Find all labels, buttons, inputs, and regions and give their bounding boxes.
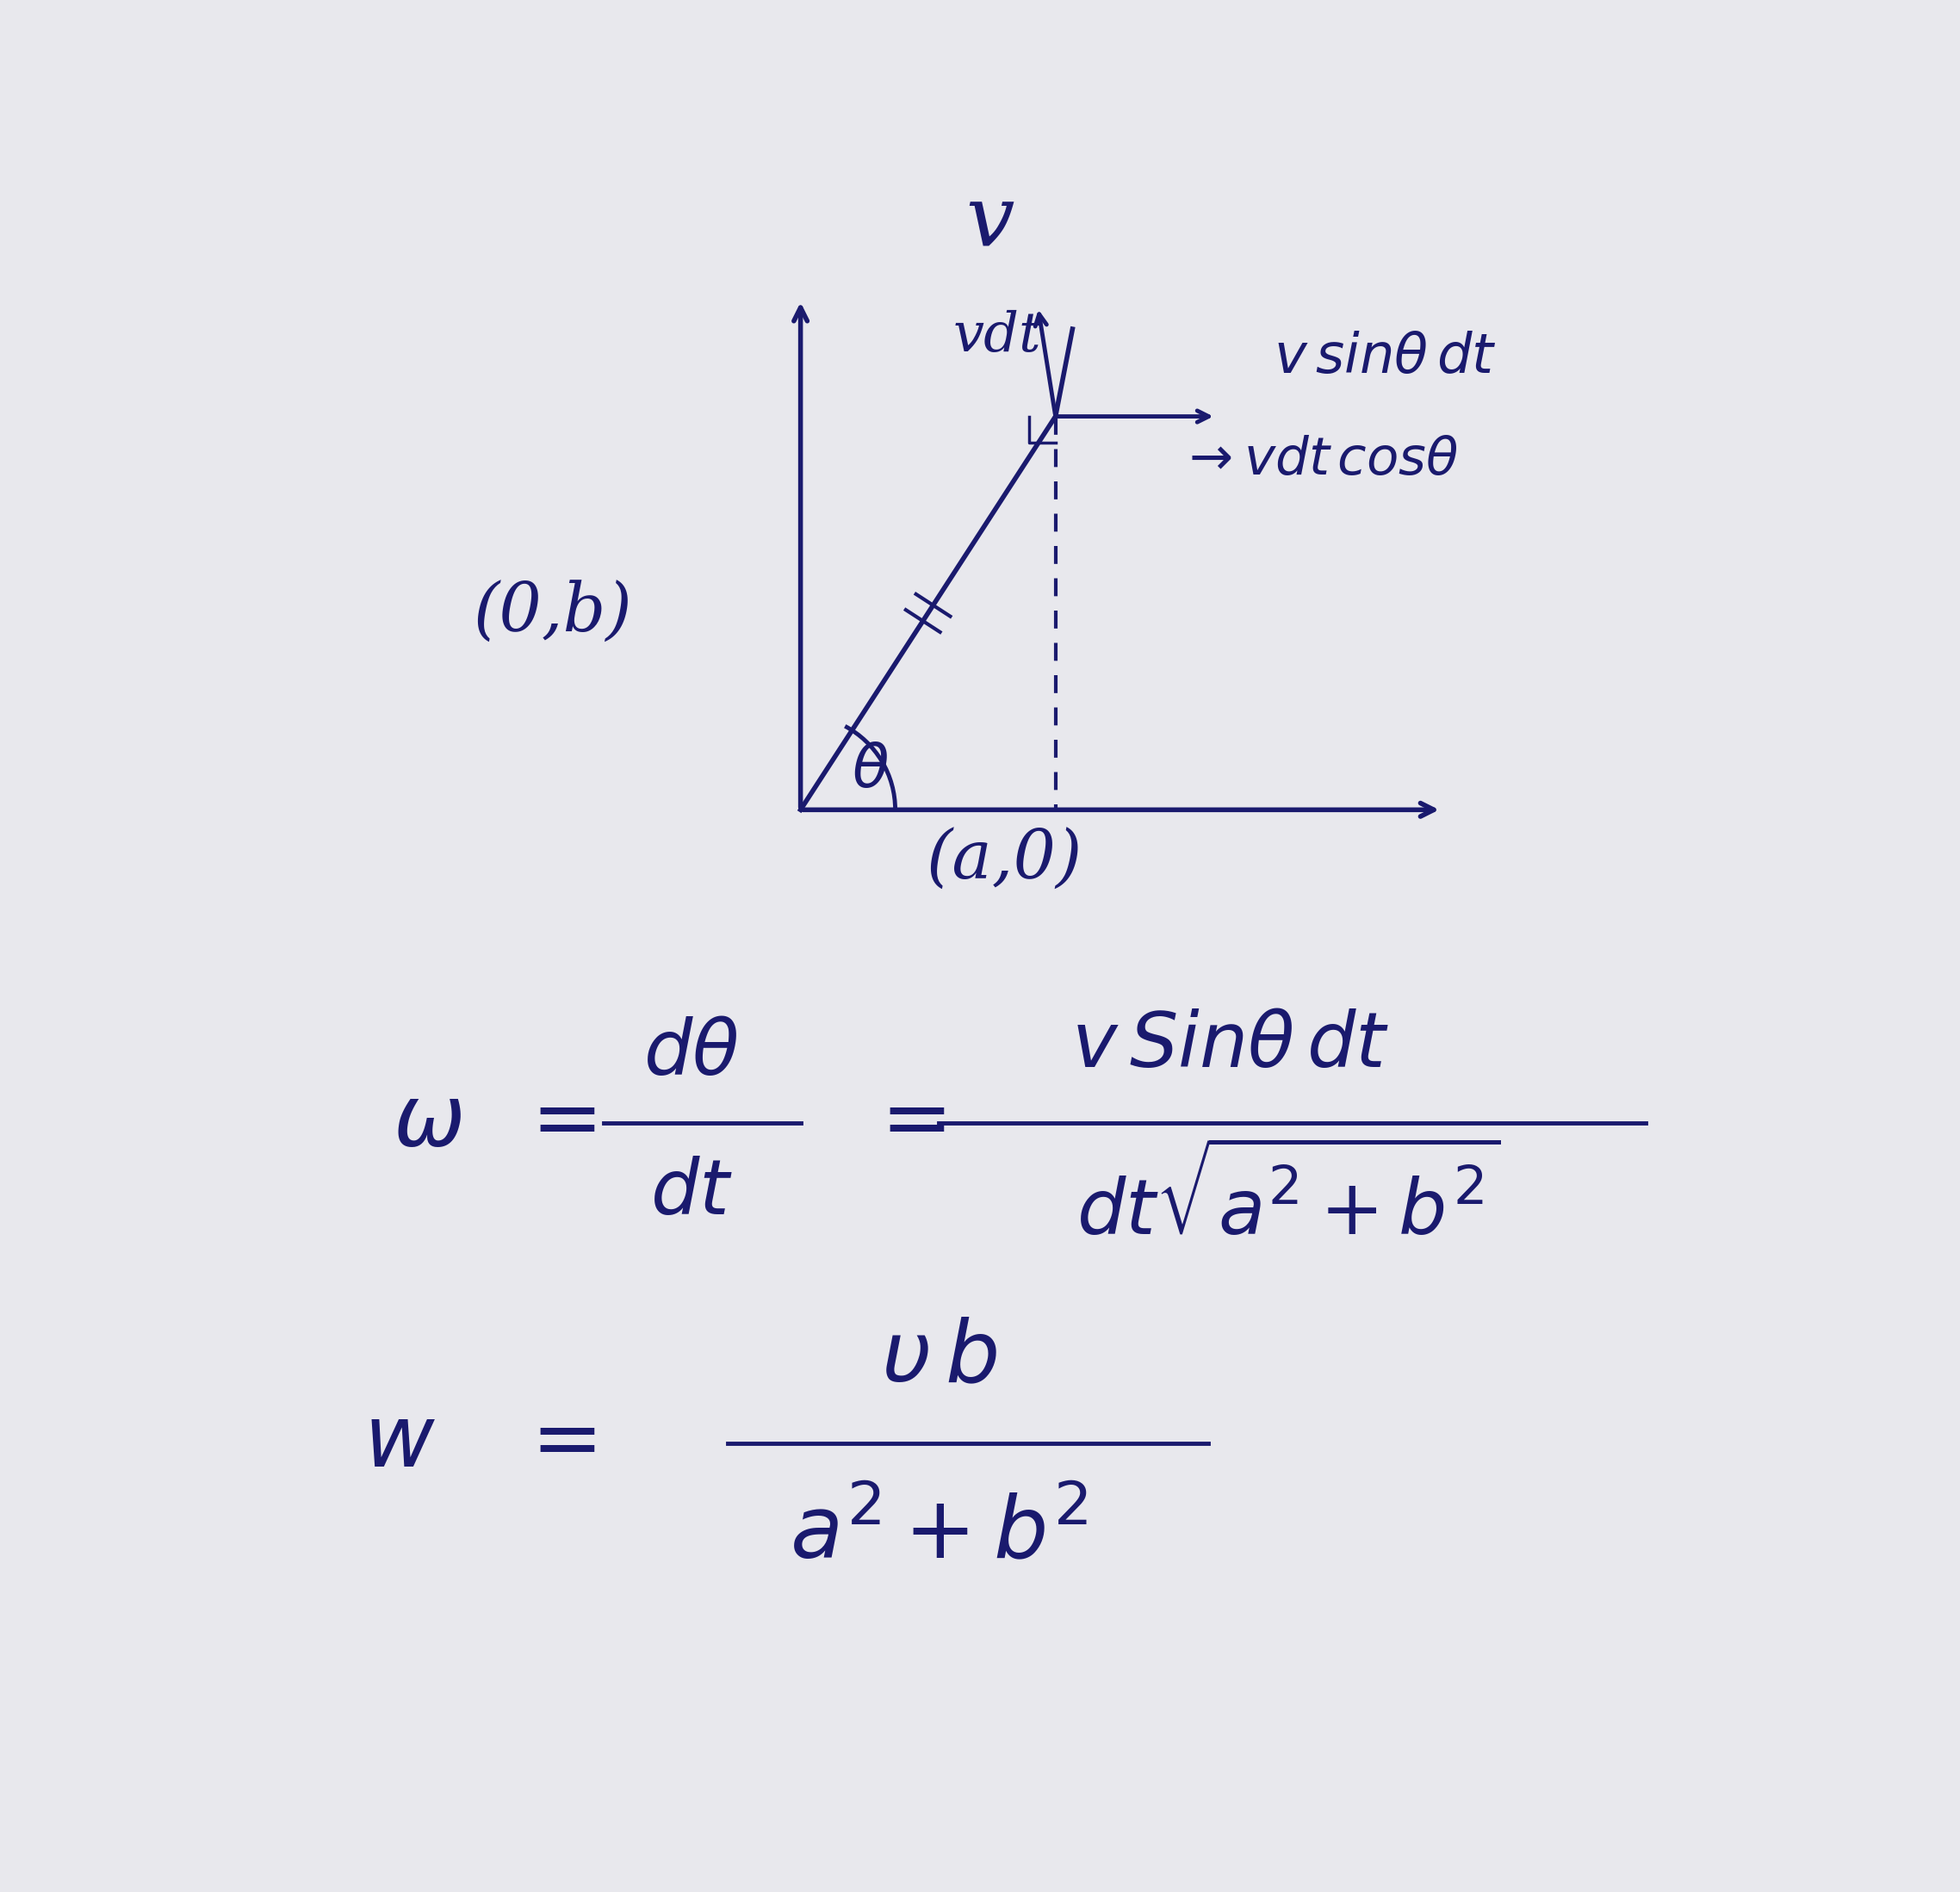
- Text: (a,0): (a,0): [927, 829, 1082, 893]
- Text: =: =: [880, 1082, 953, 1164]
- Text: $w$: $w$: [363, 1402, 435, 1485]
- Text: $d\theta$: $d\theta$: [643, 1016, 739, 1090]
- Text: $\rightarrow vdt\,cos\theta$: $\rightarrow vdt\,cos\theta$: [1180, 435, 1458, 486]
- Text: $a^2+b^2$: $a^2+b^2$: [790, 1495, 1088, 1576]
- Text: $\omega$: $\omega$: [392, 1082, 463, 1164]
- Text: vdt: vdt: [953, 310, 1041, 363]
- Text: (0,b): (0,b): [472, 581, 633, 645]
- Text: $v\,Sin\theta\,dt$: $v\,Sin\theta\,dt$: [1072, 1008, 1390, 1084]
- Text: $\upsilon\,b$: $\upsilon\,b$: [880, 1317, 998, 1400]
- Text: =: =: [531, 1402, 604, 1485]
- Text: $v\,sin\theta\, dt$: $v\,sin\theta\, dt$: [1274, 331, 1497, 384]
- Text: v: v: [966, 182, 1013, 263]
- Text: =: =: [531, 1082, 604, 1164]
- Text: $dt$: $dt$: [651, 1156, 733, 1230]
- Text: $dt\sqrt{a^2+b^2}$: $dt\sqrt{a^2+b^2}$: [1076, 1148, 1501, 1253]
- Text: $\theta$: $\theta$: [851, 742, 888, 798]
